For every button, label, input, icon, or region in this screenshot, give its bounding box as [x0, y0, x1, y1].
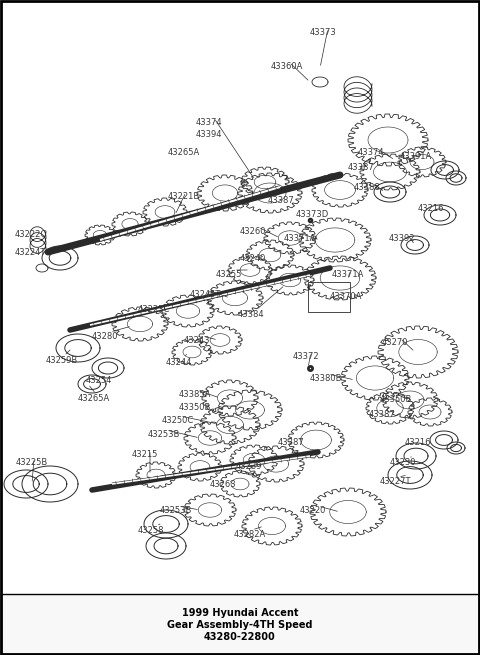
Text: 43387: 43387: [278, 438, 305, 447]
Text: 43254: 43254: [86, 376, 112, 385]
Text: 1999 Hyundai Accent
Gear Assembly-4TH Speed
43280-22800: 1999 Hyundai Accent Gear Assembly-4TH Sp…: [167, 608, 313, 642]
Text: 43265A: 43265A: [168, 148, 200, 157]
Text: 43227T: 43227T: [380, 477, 411, 486]
Text: 43360A: 43360A: [271, 62, 303, 71]
Text: 43372: 43372: [293, 352, 320, 361]
Text: 43380B: 43380B: [310, 374, 343, 383]
Text: 43371A: 43371A: [284, 234, 316, 243]
Text: 43350B: 43350B: [179, 403, 211, 412]
Text: 43253B: 43253B: [148, 430, 180, 439]
Text: 43259B: 43259B: [46, 356, 78, 365]
Text: 43250C: 43250C: [162, 416, 194, 425]
Text: 43374: 43374: [196, 118, 223, 127]
Text: 43387: 43387: [348, 163, 375, 172]
Text: 43225B: 43225B: [16, 458, 48, 467]
Text: 43371A: 43371A: [332, 270, 364, 279]
Text: 43384: 43384: [238, 310, 264, 319]
Text: 43392: 43392: [389, 234, 416, 243]
Text: 43216: 43216: [405, 438, 432, 447]
Text: 43373D: 43373D: [296, 210, 329, 219]
Text: 43223C: 43223C: [138, 305, 170, 314]
Text: 43240: 43240: [240, 254, 266, 263]
Text: 43387: 43387: [268, 196, 295, 205]
Text: 43388: 43388: [354, 183, 381, 192]
Text: 43258: 43258: [138, 526, 165, 535]
Text: 43230: 43230: [390, 458, 417, 467]
Text: 43270: 43270: [382, 338, 408, 347]
Text: 43373: 43373: [310, 28, 337, 37]
Text: 43350B: 43350B: [380, 395, 412, 404]
Text: 43215: 43215: [132, 450, 158, 459]
Text: 43224T: 43224T: [15, 248, 47, 257]
Text: 43387: 43387: [369, 410, 396, 419]
Text: 43263: 43263: [210, 480, 237, 489]
Text: 43394: 43394: [196, 130, 223, 139]
Text: 43243: 43243: [184, 336, 211, 345]
Text: 43374: 43374: [358, 148, 384, 157]
Text: 43280: 43280: [92, 332, 119, 341]
Text: 43239: 43239: [236, 462, 263, 471]
Text: 43385A: 43385A: [179, 390, 211, 399]
Text: 43370A: 43370A: [330, 292, 362, 301]
Text: 43220: 43220: [300, 506, 326, 515]
Text: 43255: 43255: [216, 270, 242, 279]
Text: 43265A: 43265A: [78, 394, 110, 403]
Text: 43216: 43216: [418, 204, 444, 213]
Text: 43222C: 43222C: [15, 230, 47, 239]
Text: 43244: 43244: [166, 358, 192, 367]
Text: 43253B: 43253B: [160, 506, 192, 515]
Text: 43260: 43260: [240, 227, 266, 236]
Text: 43221B: 43221B: [168, 192, 200, 201]
Text: 43391A: 43391A: [400, 152, 432, 161]
Text: 43245T: 43245T: [190, 290, 221, 299]
Text: 43282A: 43282A: [234, 530, 266, 539]
Bar: [1, 594, 479, 654]
Bar: [308, 282, 350, 312]
